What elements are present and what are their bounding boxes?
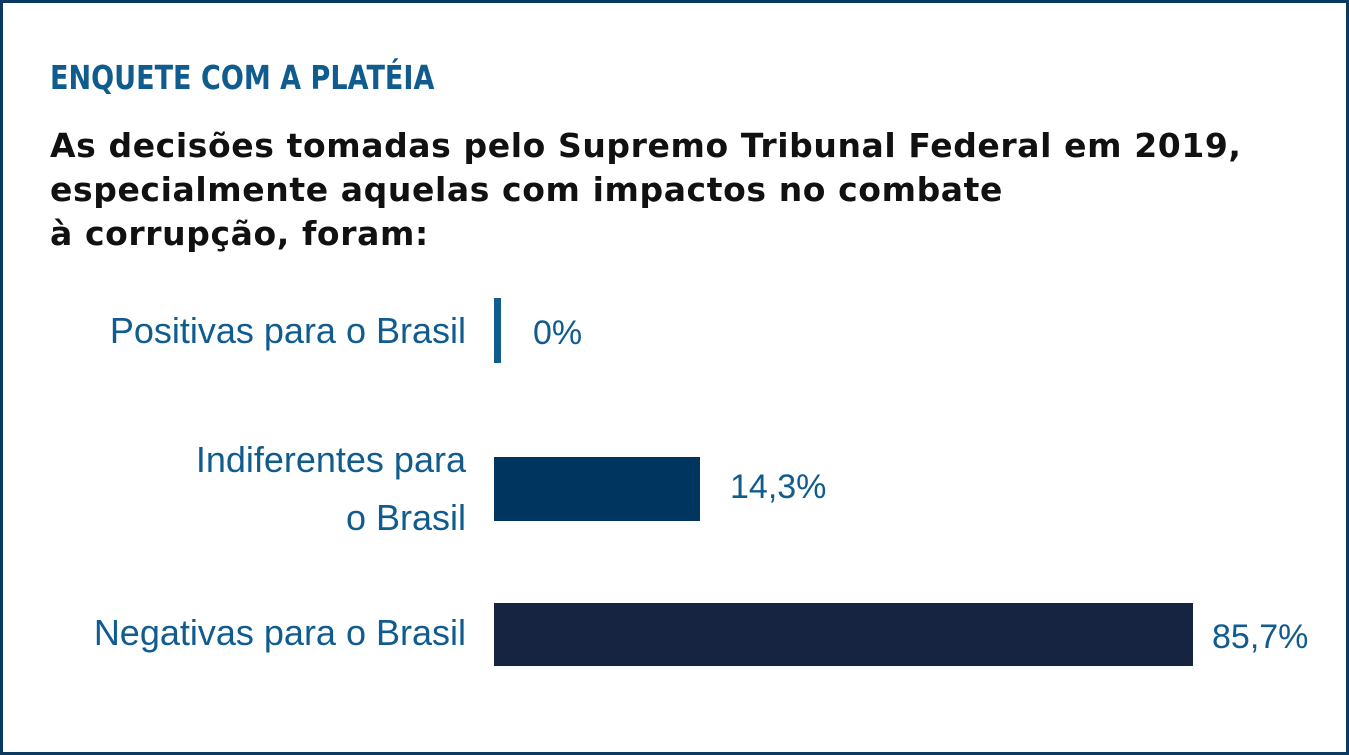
bar-positivas [494,298,501,363]
bar-label-negativas: Negativas para o Brasil [93,612,466,653]
value-label-positivas: 0% [533,314,583,352]
chart-kicker-title: ENQUETE COM A PLATÉIA [50,58,435,97]
value-label-negativas: 85,7% [1212,618,1309,656]
question-line-1: As decisões tomadas pelo Supremo Tribuna… [50,126,1242,165]
question-line-3: à corrupção, foram: [50,214,429,253]
question-line-2: especialmente aquelas com impactos no co… [50,170,1004,209]
value-label-indiferentes: 14,3% [730,468,827,506]
bar-label-positivas: Positivas para o Brasil [109,310,466,351]
chart-question: As decisões tomadas pelo Supremo Tribuna… [50,124,1340,256]
bar-negativas [494,603,1193,666]
bar-label-indiferentes: Indiferentes para o Brasil [195,439,466,538]
bar-indiferentes [494,457,700,521]
